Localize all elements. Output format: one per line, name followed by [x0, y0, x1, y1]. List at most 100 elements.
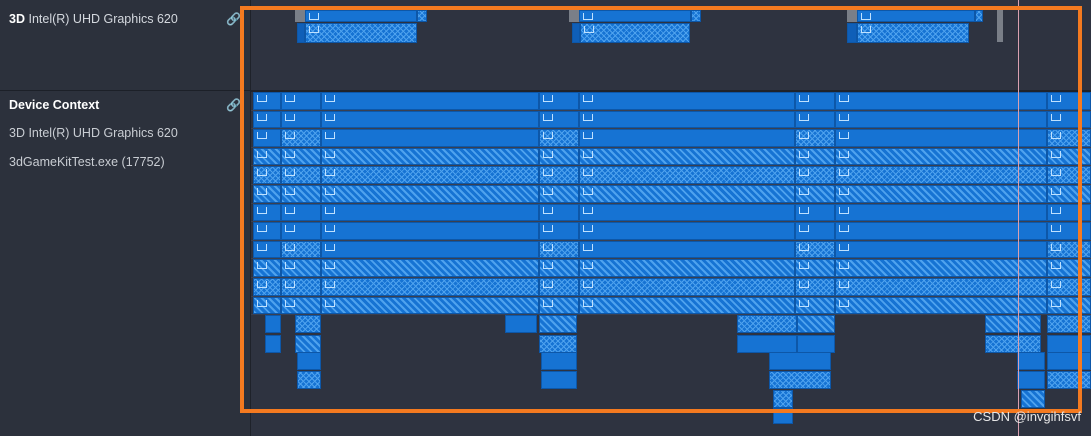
context-packet[interactable] — [579, 129, 795, 147]
context-packet[interactable] — [253, 129, 281, 147]
context-packet[interactable] — [281, 110, 321, 129]
context-packet[interactable] — [579, 278, 795, 296]
context-packet[interactable] — [835, 259, 1047, 277]
gpu-packet[interactable] — [572, 23, 580, 43]
context-packet[interactable] — [539, 240, 579, 259]
context-packet[interactable] — [281, 166, 321, 184]
context-packet[interactable] — [795, 185, 835, 203]
gpu-packet[interactable] — [297, 23, 305, 43]
context-packet[interactable] — [321, 296, 539, 315]
context-packet[interactable] — [579, 259, 795, 277]
context-packet[interactable] — [985, 315, 1041, 333]
context-packet[interactable] — [541, 352, 577, 370]
context-packet[interactable] — [265, 315, 281, 333]
context-packet[interactable] — [321, 92, 539, 110]
context-packet[interactable] — [281, 92, 321, 110]
context-packet[interactable] — [795, 203, 835, 222]
context-packet[interactable] — [795, 129, 835, 147]
context-packet[interactable] — [835, 129, 1047, 147]
context-packet[interactable] — [835, 147, 1047, 166]
context-packet[interactable] — [253, 185, 281, 203]
context-packet[interactable] — [297, 371, 321, 389]
context-packet[interactable] — [795, 240, 835, 259]
context-packet[interactable] — [539, 315, 577, 333]
context-packet[interactable] — [281, 296, 321, 315]
gpu-packet[interactable] — [857, 23, 969, 43]
context-packet[interactable] — [253, 222, 281, 240]
context-packet[interactable] — [321, 240, 539, 259]
device-context-header[interactable]: Device Context — [9, 98, 99, 112]
context-packet[interactable] — [795, 92, 835, 110]
context-packet[interactable] — [835, 296, 1047, 315]
context-packet[interactable] — [321, 203, 539, 222]
context-packet[interactable] — [539, 92, 579, 110]
gpu-packet[interactable] — [691, 10, 701, 22]
context-packet[interactable] — [769, 371, 831, 389]
context-packet[interactable] — [321, 185, 539, 203]
context-packet[interactable] — [795, 147, 835, 166]
gpu-packet[interactable] — [580, 23, 690, 43]
context-packet[interactable] — [539, 278, 579, 296]
context-packet[interactable] — [1021, 390, 1045, 408]
gpu-packet[interactable] — [417, 10, 427, 22]
context-packet[interactable] — [835, 240, 1047, 259]
context-packet[interactable] — [265, 335, 281, 353]
context-packet[interactable] — [281, 203, 321, 222]
context-packet[interactable] — [539, 166, 579, 184]
context-packet[interactable] — [579, 92, 795, 110]
context-packet[interactable] — [321, 110, 539, 129]
context-packet[interactable] — [539, 147, 579, 166]
gpu-packet[interactable] — [847, 23, 857, 43]
context-packet[interactable] — [281, 259, 321, 277]
context-packet[interactable] — [835, 203, 1047, 222]
context-packet[interactable] — [321, 147, 539, 166]
context-packet[interactable] — [539, 110, 579, 129]
context-packet[interactable] — [539, 335, 577, 353]
context-packet[interactable] — [835, 278, 1047, 296]
context-packet[interactable] — [579, 185, 795, 203]
context-packet[interactable] — [253, 259, 281, 277]
link-icon[interactable]: 🔗 — [226, 98, 241, 112]
context-packet[interactable] — [797, 315, 835, 333]
context-packet[interactable] — [539, 222, 579, 240]
context-packet[interactable] — [579, 240, 795, 259]
context-packet[interactable] — [539, 296, 579, 315]
gpu-packet[interactable] — [305, 10, 417, 22]
context-packet[interactable] — [579, 222, 795, 240]
context-packet[interactable] — [579, 147, 795, 166]
context-packet[interactable] — [297, 352, 321, 370]
context-packet[interactable] — [985, 335, 1041, 353]
context-packet[interactable] — [505, 315, 537, 333]
context-packet[interactable] — [579, 296, 795, 315]
context-packet[interactable] — [253, 166, 281, 184]
gpu-packet[interactable] — [305, 23, 417, 43]
context-packet[interactable] — [253, 110, 281, 129]
context-packet[interactable] — [321, 166, 539, 184]
context-packet[interactable] — [773, 390, 793, 408]
link-icon[interactable]: 🔗 — [226, 12, 241, 26]
context-packet[interactable] — [295, 315, 321, 333]
context-packet[interactable] — [737, 335, 797, 353]
context-packet[interactable] — [253, 203, 281, 222]
context-packet[interactable] — [835, 110, 1047, 129]
context-packet[interactable] — [281, 278, 321, 296]
context-packet[interactable] — [253, 147, 281, 166]
context-packet[interactable] — [1017, 371, 1045, 389]
context-packet[interactable] — [737, 315, 797, 333]
gpu-track-header[interactable]: 3D Intel(R) UHD Graphics 620 — [9, 12, 178, 26]
context-packet[interactable] — [539, 259, 579, 277]
gpu-packet[interactable] — [579, 10, 691, 22]
context-packet[interactable] — [579, 203, 795, 222]
device-context-item-process[interactable]: 3dGameKitTest.exe (17752) — [9, 155, 165, 169]
context-packet[interactable] — [321, 259, 539, 277]
context-packet[interactable] — [321, 129, 539, 147]
context-packet[interactable] — [253, 240, 281, 259]
context-packet[interactable] — [795, 278, 835, 296]
time-cursor[interactable] — [1018, 0, 1019, 436]
context-packet[interactable] — [253, 92, 281, 110]
timeline-graph[interactable] — [251, 0, 1091, 436]
context-packet[interactable] — [253, 278, 281, 296]
context-packet[interactable] — [795, 296, 835, 315]
context-packet[interactable] — [253, 296, 281, 315]
context-packet[interactable] — [795, 222, 835, 240]
